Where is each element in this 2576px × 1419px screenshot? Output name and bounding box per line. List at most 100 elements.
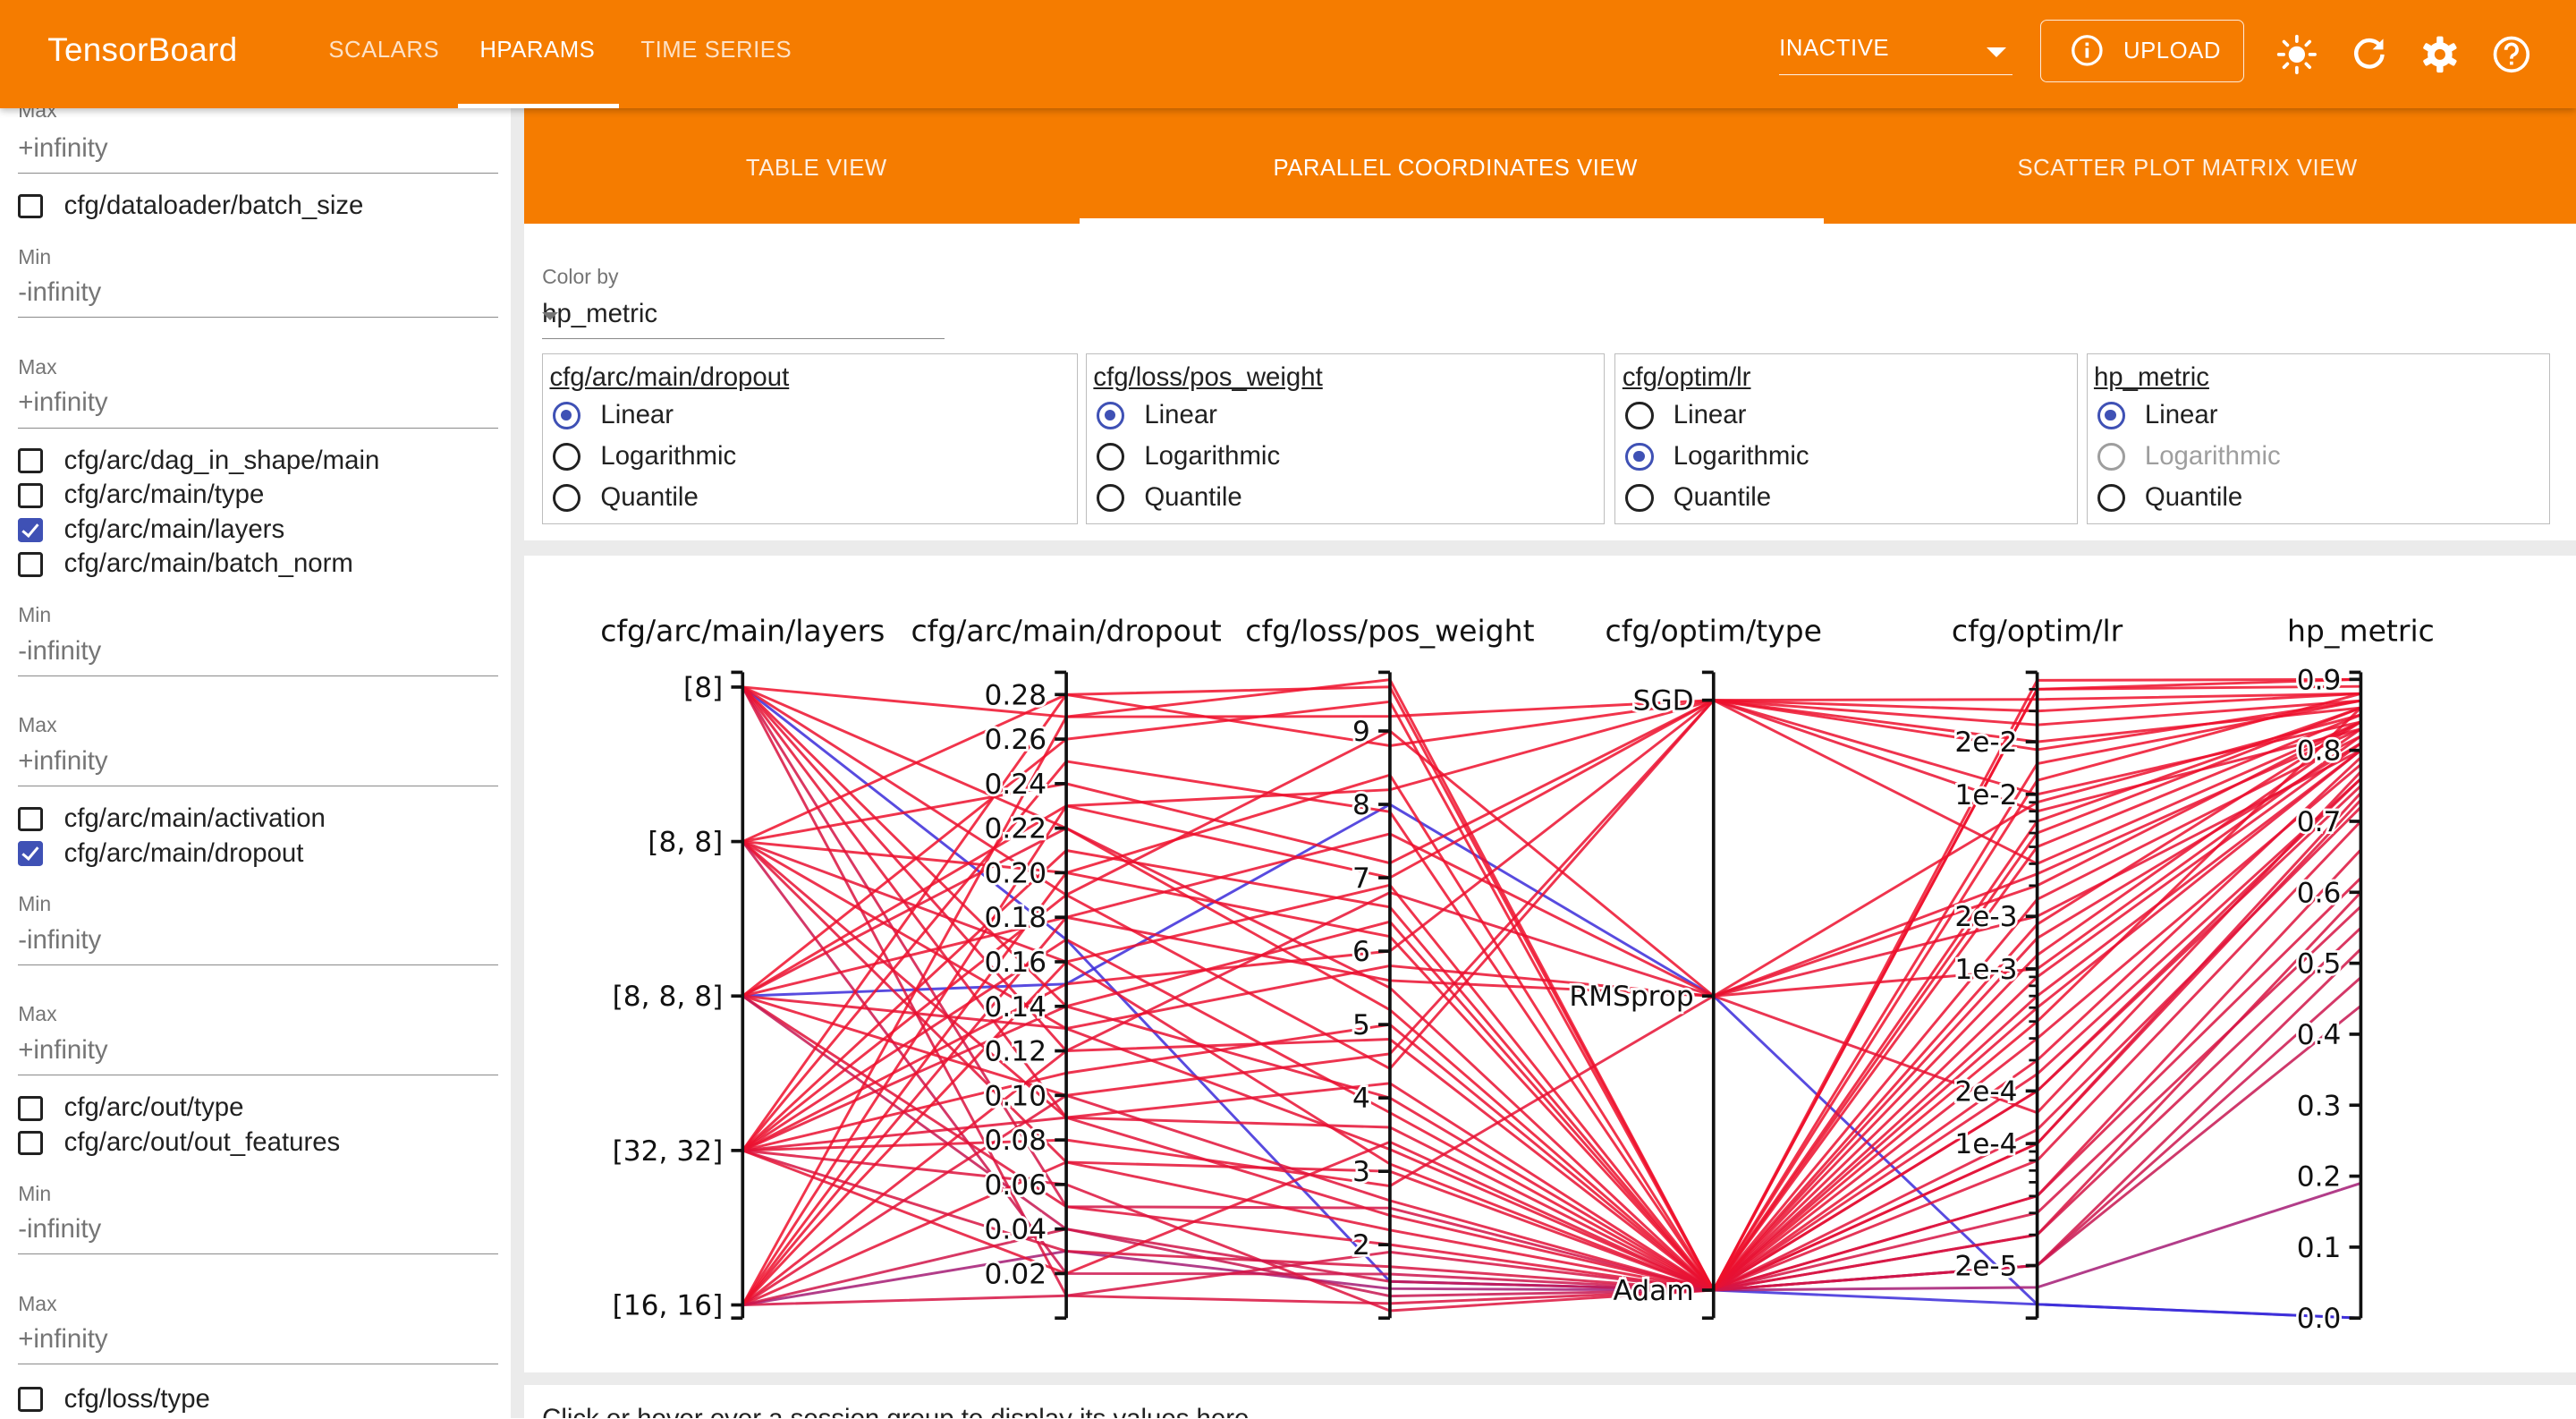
- brightness-icon[interactable]: [2275, 33, 2318, 76]
- help-icon[interactable]: [2490, 33, 2533, 76]
- axis-title[interactable]: cfg/optim/lr: [1952, 613, 2123, 648]
- session-line[interactable]: [741, 785, 2362, 1306]
- info-icon: [2072, 34, 2103, 66]
- session-line[interactable]: [741, 994, 2362, 1297]
- tick-label: 1e-3: [1954, 954, 2017, 986]
- max-label: Max: [18, 1291, 57, 1315]
- axis: cfg/arc/main/layers [8] [8, 8] [8, 8, 8] [32…: [600, 613, 885, 1324]
- min-input[interactable]: -infinity: [18, 919, 498, 966]
- session-line[interactable]: [741, 699, 2361, 1293]
- tick-label: [8]: [683, 672, 723, 704]
- tab-time-series[interactable]: TIME SERIES: [640, 38, 792, 64]
- tab-scatter-plot-matrix-view[interactable]: SCATTER PLOT MATRIX VIEW: [2017, 156, 2358, 182]
- session-line[interactable]: [741, 735, 2362, 1030]
- min-input[interactable]: -infinity: [18, 1208, 498, 1255]
- session-line[interactable]: [741, 685, 2362, 1293]
- session-line[interactable]: [741, 891, 2362, 1292]
- tab-table-view[interactable]: TABLE VIEW: [745, 156, 887, 182]
- upload-button[interactable]: UPLOAD: [2040, 20, 2244, 82]
- max-label: Max: [18, 108, 57, 123]
- session-line[interactable]: [742, 763, 2362, 1292]
- session-line[interactable]: [741, 820, 2362, 1292]
- min-input[interactable]: -infinity: [18, 271, 498, 319]
- axis-title[interactable]: cfg/loss/pos_weight: [1245, 613, 1534, 648]
- session-line[interactable]: [741, 706, 2361, 1293]
- session-line[interactable]: [741, 727, 2361, 1306]
- sidebar-resize-handle[interactable]: [511, 108, 524, 1419]
- session-line[interactable]: [741, 698, 2361, 1306]
- tick-label: 6: [1352, 936, 1370, 968]
- max-value: +infinity: [18, 745, 108, 776]
- session-line[interactable]: [741, 685, 2362, 1292]
- axis-title[interactable]: cfg/optim/type: [1605, 613, 1821, 648]
- session-line[interactable]: [741, 698, 2361, 864]
- session-line[interactable]: [741, 685, 2361, 1053]
- parallel-coordinates-panel: cfg/arc/main/layers [8] [8, 8] [8, 8, 8] [32…: [523, 555, 2576, 1372]
- tick-label: RMSprop: [1569, 981, 1693, 1013]
- axis-title[interactable]: cfg/arc/main/layers: [600, 613, 885, 648]
- max-input[interactable]: +infinity: [18, 1318, 498, 1365]
- session-line[interactable]: [741, 1181, 2361, 1306]
- tick-label: 8: [1352, 789, 1370, 821]
- session-line[interactable]: [741, 685, 2361, 1071]
- session-line[interactable]: [741, 742, 2362, 1306]
- axis-title[interactable]: cfg/arc/main/dropout: [911, 613, 1221, 648]
- session-line[interactable]: [741, 692, 2361, 1306]
- session-line[interactable]: [741, 698, 2361, 1097]
- radio-label: Linear: [600, 400, 674, 430]
- session-line[interactable]: [741, 698, 2361, 1151]
- session-line[interactable]: [741, 727, 2362, 1292]
- session-line[interactable]: [742, 848, 2362, 1313]
- refresh-icon[interactable]: [2348, 33, 2391, 76]
- tab-parallel-coordinates-view[interactable]: PARALLEL COORDINATES VIEW: [1273, 156, 1638, 182]
- session-line[interactable]: [742, 798, 2362, 1292]
- session-line[interactable]: [741, 777, 2362, 1292]
- max-input[interactable]: +infinity: [18, 381, 498, 429]
- session-line[interactable]: [742, 770, 2362, 1187]
- parallel-coordinates-chart[interactable]: cfg/arc/main/layers [8] [8, 8] [8, 8, 8] [32…: [524, 556, 2576, 1372]
- min-input[interactable]: -infinity: [18, 629, 498, 676]
- tick-label: 0.4: [2297, 1019, 2342, 1051]
- settings-icon[interactable]: [2419, 33, 2462, 76]
- session-line[interactable]: [741, 947, 2362, 1306]
- max-input[interactable]: +infinity: [18, 740, 498, 786]
- run-state-dropdown[interactable]: INACTIVE: [1779, 30, 2012, 75]
- tab-scalars[interactable]: SCALARS: [328, 38, 440, 64]
- session-line[interactable]: [741, 805, 2362, 1306]
- session-line[interactable]: [741, 685, 2362, 1292]
- session-line[interactable]: [741, 742, 2362, 1292]
- session-line[interactable]: [741, 749, 2362, 1292]
- session-line[interactable]: [742, 905, 2362, 1306]
- session-line[interactable]: [741, 720, 2361, 998]
- session-line[interactable]: [741, 756, 2362, 1292]
- session-line[interactable]: [742, 713, 2361, 1293]
- session-line[interactable]: [741, 840, 2362, 1292]
- min-label: Min: [18, 603, 52, 627]
- session-line[interactable]: [741, 706, 2361, 1306]
- session-line[interactable]: [741, 677, 2361, 1293]
- tick-label: 0.04: [984, 1213, 1046, 1245]
- session-line[interactable]: [741, 677, 2361, 1306]
- tick-label: 0.1: [2297, 1232, 2342, 1264]
- session-line[interactable]: [741, 686, 2362, 1305]
- max-input[interactable]: +infinity: [18, 1029, 498, 1076]
- tick-label: [32, 32]: [612, 1135, 723, 1168]
- max-input[interactable]: +infinity: [18, 126, 498, 174]
- session-line[interactable]: [742, 803, 2361, 1320]
- tick-label: 0.14: [984, 991, 1046, 1024]
- axis-title[interactable]: hp_metric: [2287, 613, 2435, 648]
- session-line[interactable]: [741, 698, 2361, 998]
- session-line[interactable]: [742, 685, 2361, 718]
- radio-label: Quantile: [1144, 482, 1242, 513]
- min-value: -infinity: [18, 1214, 102, 1245]
- tick-label: 0.6: [2297, 877, 2342, 909]
- color-by-select[interactable]: hp_metric: [542, 293, 945, 340]
- filter-label: cfg/arc/dag_in_shape/main: [64, 445, 380, 475]
- session-line[interactable]: [741, 692, 2361, 1151]
- session-line[interactable]: [741, 749, 2362, 1292]
- tick-label: 0.2: [2297, 1160, 2342, 1193]
- tick-label: 0.9: [2297, 664, 2342, 696]
- session-line[interactable]: [741, 713, 2361, 1151]
- tab-hparams[interactable]: HPARAMS: [479, 38, 596, 64]
- session-line[interactable]: [741, 735, 2361, 1292]
